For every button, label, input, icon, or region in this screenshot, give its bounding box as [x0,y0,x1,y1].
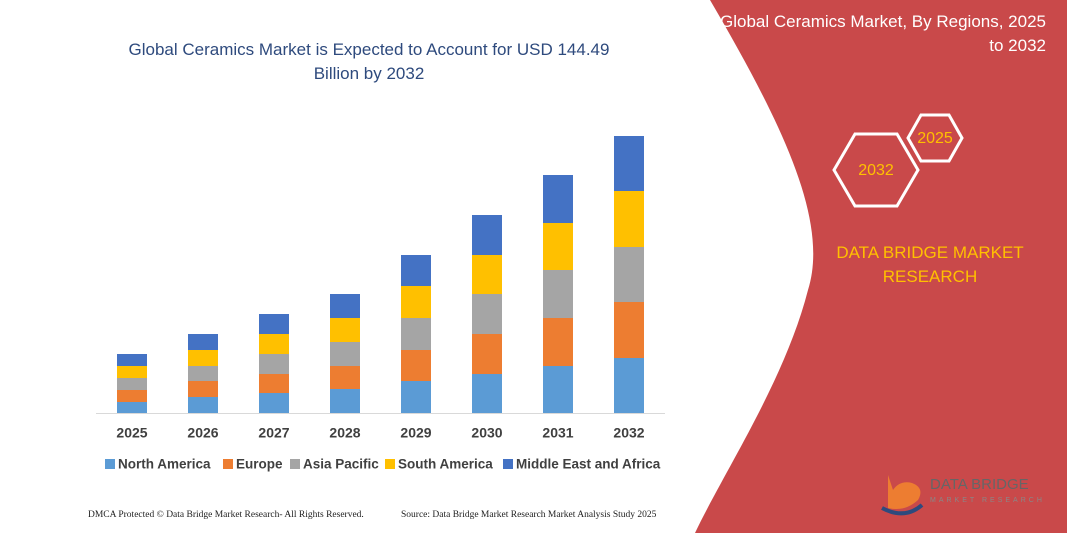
hexagon [906,113,964,163]
legend-label: North America [118,457,211,472]
chart-title: Global Ceramics Market is Expected to Ac… [128,40,610,83]
brand: DATA BRIDGE MARKET RESEARCH [836,243,1024,286]
bar-segment [188,334,218,350]
bar-segment [472,374,502,413]
x-tick-label: 2025 [116,425,147,441]
bar-segment [259,354,289,374]
hexagon [832,132,920,208]
legend-label: South America [398,457,493,472]
bar-segment [614,358,644,413]
bar-segment [401,286,431,318]
bar-segment [401,350,431,381]
bar-segment [330,366,360,389]
bar-segment [543,366,573,413]
bar-segment [472,215,502,255]
bar-segment [188,350,218,366]
bar-segment [117,378,147,390]
side-panel [695,0,1067,533]
footer-left: DMCA Protected © Data Bridge Market Rese… [88,509,364,520]
legend-swatch [223,459,233,469]
panel-title: Global Ceramics Market, By Regions, 2025… [720,12,1046,55]
bar-segment [188,366,218,381]
bar-segment [614,247,644,302]
bar-segment [259,334,289,354]
hex-label: 2025 [917,130,953,147]
bar-segment [117,390,147,402]
bar-segment [117,354,147,366]
bar-segment [472,294,502,334]
x-tick-label: 2027 [258,425,289,441]
bar-segment [259,393,289,413]
legend-label: Middle East and Africa [516,457,661,472]
bar-segment [330,342,360,366]
footer-right: Source: Data Bridge Market Research Mark… [401,510,657,520]
bar-segment [543,223,573,270]
logo-tagline: MARKET RESEARCH [930,497,1045,504]
bar-segment [259,374,289,393]
bar-segment [117,366,147,378]
bar-segment [188,381,218,397]
bar-segment [614,302,644,358]
bar-segment [330,389,360,413]
bar-segment [543,175,573,223]
bar-segment [330,294,360,318]
bar-segment [117,402,147,413]
x-tick-label: 2031 [542,425,573,441]
logo-icon [888,475,921,509]
legend-swatch [290,459,300,469]
bar-segment [188,397,218,413]
legend-label: Asia Pacific [303,457,379,472]
x-tick-label: 2026 [187,425,218,441]
bar-segment [259,314,289,334]
hex-label: 2032 [858,162,894,179]
x-tick-label: 2028 [329,425,360,441]
bar-segment [472,334,502,374]
bar-segment [401,318,431,350]
bar-segment [401,255,431,286]
x-tick-label: 2030 [471,425,502,441]
bar-segment [614,136,644,191]
bar-segment [472,255,502,294]
bar-segment [614,191,644,247]
x-tick-label: 2029 [400,425,431,441]
legend-swatch [385,459,395,469]
x-tick-label: 2032 [613,425,644,441]
bar-segment [401,381,431,413]
bar-segment [543,318,573,366]
legend-label: Europe [236,457,283,472]
logo-icon [881,503,924,516]
bar-segment [543,270,573,318]
logo-name: DATA BRIDGE [930,476,1029,493]
legend-swatch [105,459,115,469]
legend-swatch [503,459,513,469]
bar-segment [330,318,360,342]
